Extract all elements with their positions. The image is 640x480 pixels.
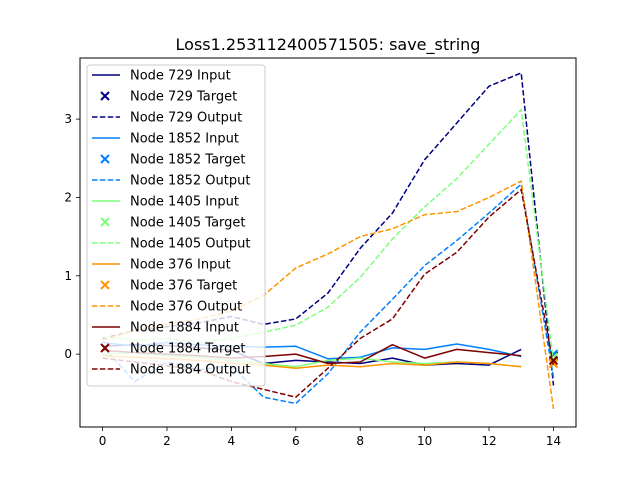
- x-tick-label: 6: [292, 434, 300, 448]
- node-1852-input-legend-label: Node 1852 Input: [130, 132, 239, 147]
- y-tick-label: 0: [64, 347, 72, 361]
- chart-title: Loss1.253112400571505: save_string: [176, 35, 481, 55]
- y-tick-label: 3: [64, 112, 72, 126]
- node-1852-target-legend-swatch: [100, 154, 110, 164]
- legend: Node 729 Input Node 729 Target Node 729 Ou…: [86, 64, 266, 387]
- x-tick-label: 0: [99, 434, 107, 448]
- node-729-target-legend-swatch: [100, 91, 110, 101]
- x-tick-label: 10: [417, 434, 432, 448]
- plot-frame: [79, 57, 577, 428]
- node-729-output-legend-label: Node 729 Output: [130, 111, 242, 126]
- x-tick-label: 4: [228, 434, 236, 448]
- legend-box: [86, 64, 266, 387]
- x-tick-label: 14: [546, 434, 561, 448]
- node-1884-target-legend-label: Node 1884 Target: [130, 342, 246, 357]
- y-tick-label: 2: [64, 190, 72, 204]
- x-tick-label: 12: [481, 434, 496, 448]
- node-1884-target-marker: [548, 355, 559, 366]
- node-1884-target-legend-swatch: [100, 343, 110, 353]
- node-1852-output-legend-label: Node 1852 Output: [130, 174, 250, 189]
- node-1405-output-legend-label: Node 1405 Output: [130, 237, 250, 252]
- node-1405-target-legend-label: Node 1405 Target: [130, 216, 246, 231]
- x-tick-label: 2: [163, 434, 171, 448]
- node-1884-input-legend-label: Node 1884 Input: [130, 321, 239, 336]
- node-376-output-line: [102, 180, 555, 410]
- node-376-input-legend-label: Node 376 Input: [130, 258, 231, 273]
- x-tick-label: 8: [356, 434, 364, 448]
- node-1852-target-legend-label: Node 1852 Target: [130, 153, 246, 168]
- node-1405-input-legend-label: Node 1405 Input: [130, 195, 239, 210]
- y-tick-label: 1: [64, 269, 72, 283]
- node-1405-target-legend-swatch: [100, 217, 110, 227]
- node-376-target-legend-label: Node 376 Target: [130, 279, 237, 294]
- node-729-target-legend-label: Node 729 Target: [130, 90, 237, 105]
- node-729-input-legend-label: Node 729 Input: [130, 69, 231, 84]
- node-376-output-legend-label: Node 376 Output: [130, 300, 242, 315]
- node-376-target-legend-swatch: [100, 280, 110, 290]
- node-1884-output-legend-label: Node 1884 Output: [130, 363, 250, 378]
